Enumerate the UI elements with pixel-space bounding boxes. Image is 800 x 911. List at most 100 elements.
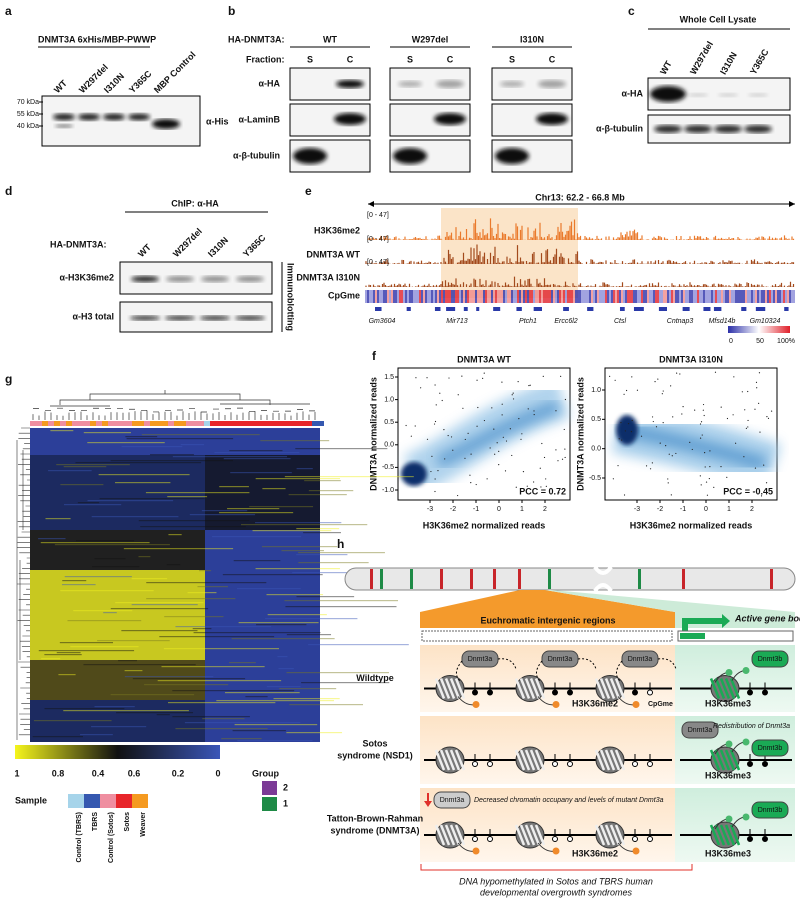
point [509,428,511,430]
heatmap-texture [231,638,335,640]
heatmap-texture [150,454,194,456]
region-title: Euchromatic intergenic regions [480,615,615,625]
band [536,113,568,125]
gene [741,307,747,311]
heatmap-texture [146,582,267,584]
plot-title: DNMT3A I310N [659,354,723,364]
antibody-label: α-His [206,116,229,126]
heatmap-texture [236,588,301,590]
heatmap-texture [110,694,195,696]
point [521,433,523,435]
highlight [441,208,578,298]
band [434,113,466,125]
point [713,486,715,488]
cpg-site [647,761,653,767]
band [748,93,768,97]
histone-stripe [514,824,526,846]
heatmap-texture [99,498,205,500]
pcc-label: PCC = 0.72 [519,486,566,496]
sample-bar [216,421,222,426]
band [235,315,265,321]
sample-bar [84,421,90,426]
heatmap-texture [284,476,414,478]
band [200,315,230,321]
heatmap-texture [216,700,334,702]
point [405,424,407,427]
point [703,414,705,417]
heatmap-texture [144,684,229,686]
cpg-site [472,761,478,767]
heatmap-texture [212,536,302,538]
point [654,381,656,383]
chromosome-band [410,569,413,589]
point [511,454,513,457]
gene [434,307,441,311]
point [501,414,503,416]
heatmap-texture [230,472,292,474]
heatmap-texture [308,490,354,492]
heatmap-texture [56,652,81,654]
sample-bar [258,421,264,426]
panel-label: h [337,537,344,551]
heatmap-texture [172,456,288,458]
heatmap-texture [118,660,137,662]
note: Decreased chromatin occupany and levels … [474,797,664,804]
gene-label: Gm3604 [369,318,396,325]
point [652,420,654,423]
point [767,417,770,419]
heatmap-texture [167,496,208,498]
point [720,466,722,468]
panel-title: ChIP: α-HA [171,198,219,208]
heatmap-texture [110,460,233,462]
track-label: CpGme [328,290,360,300]
heatmap-texture [63,466,107,468]
band [684,125,712,133]
heatmap-texture [262,488,286,490]
histone-stripe [534,824,546,846]
legend-swatch [262,781,277,795]
row-label: Tatton-Brown-Rahman [327,813,423,823]
point [435,404,437,406]
band [495,148,529,164]
heatmap-texture [83,664,196,666]
histone-stripe [599,749,611,771]
point [426,377,428,379]
antibody-label: α-HA [258,78,280,88]
point [563,428,565,431]
histone-mark [742,813,750,821]
range-label: [0 - 47] [367,236,389,243]
point [704,466,706,468]
heatmap-block [30,530,205,570]
heatmap-texture [60,590,154,592]
cpg-site [747,761,753,767]
gene [658,307,667,311]
band [393,148,427,164]
point [668,453,670,455]
point [733,376,735,378]
point [630,431,633,433]
legend-swatch [116,794,132,808]
heatmap-texture [167,702,276,704]
band [398,81,422,87]
x-tick-label: -3 [427,506,433,513]
point [702,403,705,406]
heatmap-texture [94,706,135,708]
sample-bar [36,421,42,426]
point [645,465,648,467]
density-peak [616,415,638,445]
chromosome-band [493,569,496,589]
heatmap-texture [98,474,190,476]
row-label: Sotos [362,738,387,748]
heatmap-texture [286,634,332,636]
colorbar-label: 50 [756,338,764,345]
mark-label: CpGme [648,701,673,708]
point [540,486,542,488]
point [541,442,543,445]
heatmap-block [205,428,320,455]
cpg-site [632,836,638,842]
point [699,423,702,425]
chromosome-band [682,569,685,589]
heatmap-texture [125,436,158,438]
heatmap-texture [288,494,347,496]
point [744,409,746,411]
